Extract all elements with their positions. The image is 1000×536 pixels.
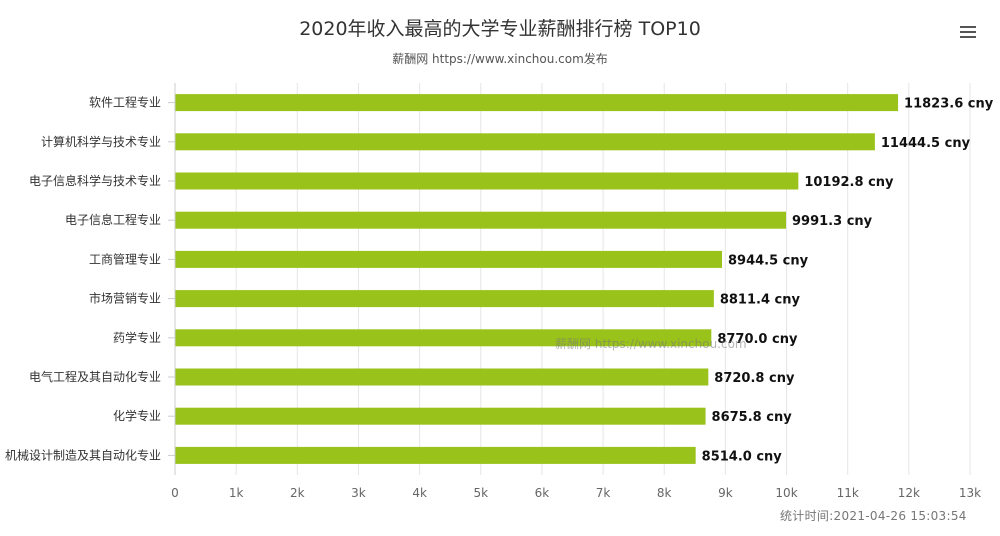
category-label: 药学专业 — [113, 330, 161, 345]
bar — [175, 250, 722, 268]
bar — [175, 329, 712, 347]
bar — [175, 133, 875, 151]
bar — [175, 94, 899, 112]
category-label: 电子信息科学与技术专业 — [29, 173, 161, 188]
x-tick-label: 0 — [171, 486, 179, 500]
data-label: 10192.8 cny — [804, 175, 894, 190]
data-label: 8944.5 cny — [728, 253, 809, 268]
data-label: 8675.8 cny — [712, 410, 793, 425]
x-tick-label: 7k — [596, 486, 611, 500]
data-label: 9991.3 cny — [792, 214, 873, 229]
data-label: 11823.6 cny — [904, 97, 994, 112]
bar — [175, 211, 787, 229]
category-label: 电气工程及其自动化专业 — [29, 369, 161, 384]
category-label: 计算机科学与技术专业 — [41, 134, 161, 149]
bar — [175, 446, 696, 464]
category-label: 化学专业 — [113, 408, 161, 423]
chart-subtitle: 薪酬网 https://www.xinchou.com发布 — [392, 52, 608, 66]
x-tick-label: 10k — [775, 486, 797, 500]
watermark: 薪酬网 https://www.xinchou.com — [555, 337, 747, 351]
category-label: 市场营销专业 — [89, 291, 161, 306]
x-tick-label: 11k — [837, 486, 859, 500]
data-label: 8514.0 cny — [702, 449, 783, 464]
x-tick-label: 13k — [959, 486, 981, 500]
bar — [175, 368, 709, 386]
data-label: 11444.5 cny — [881, 136, 971, 151]
category-label: 工商管理专业 — [89, 251, 161, 266]
chart-title: 2020年收入最高的大学专业薪酬排行榜 TOP10 — [299, 18, 701, 40]
x-tick-label: 8k — [657, 486, 672, 500]
data-label: 8770.0 cny — [717, 332, 798, 347]
bar — [175, 172, 799, 190]
x-tick-label: 4k — [412, 486, 427, 500]
data-label: 8720.8 cny — [714, 371, 795, 386]
bar — [175, 407, 706, 425]
x-tick-label: 5k — [473, 486, 488, 500]
data-label: 8811.4 cny — [720, 293, 801, 308]
bar — [175, 290, 714, 308]
category-label: 软件工程专业 — [89, 95, 161, 110]
hamburger-menu-icon[interactable] — [957, 22, 979, 42]
category-label: 机械设计制造及其自动化专业 — [5, 447, 161, 462]
x-tick-label: 9k — [718, 486, 733, 500]
timestamp: 统计时间:2021-04-26 15:03:54 — [780, 509, 967, 523]
x-tick-label: 2k — [290, 486, 305, 500]
category-label: 电子信息工程专业 — [65, 212, 161, 227]
x-tick-label: 6k — [535, 486, 550, 500]
x-tick-label: 12k — [898, 486, 920, 500]
x-tick-label: 1k — [229, 486, 244, 500]
x-tick-label: 3k — [351, 486, 366, 500]
